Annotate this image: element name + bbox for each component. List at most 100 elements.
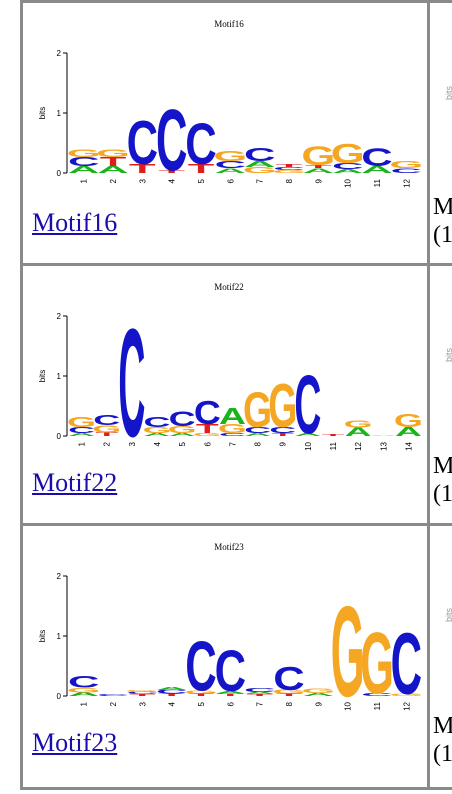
- logo-letter-T: T: [95, 431, 118, 437]
- x-tick-label: 12: [402, 701, 411, 710]
- logo-letter-A: A: [294, 432, 321, 437]
- motif-cell-2: Motif22 0 1 2 bits A C G 1 T G C 2 C 3 A G C 4 A G C 5 G T C 6 C G A 7…: [23, 266, 427, 523]
- logo-letter-G: G: [360, 613, 394, 712]
- clipped-bits-label: bits: [444, 347, 452, 362]
- table-border-left: [20, 0, 23, 790]
- y-axis-label: bits: [38, 630, 47, 642]
- truncated-line2: (1: [433, 222, 452, 248]
- logo-letter-G: G: [67, 414, 96, 431]
- x-tick-label: 5: [197, 178, 206, 183]
- logo-letter-C: C: [68, 154, 99, 168]
- x-tick-label: 6: [203, 441, 212, 446]
- logo-letter-C: C: [215, 638, 246, 704]
- x-tick-label: 9: [279, 441, 288, 446]
- logo-letter-C: C: [244, 687, 275, 693]
- x-tick-label: 10: [344, 178, 353, 187]
- logo-letter-A: A: [219, 403, 246, 429]
- logo-letter-A: A: [97, 164, 128, 175]
- logo-letter-C: C: [244, 426, 271, 435]
- logo-letter-G: G: [96, 147, 130, 159]
- logo-letter-T: T: [271, 432, 294, 437]
- logo-letter-T: T: [217, 693, 244, 697]
- logo-letter-C: C: [194, 395, 221, 432]
- logo-letter-C: C: [215, 159, 246, 170]
- logo-letter-T: T: [158, 169, 185, 174]
- x-tick-label: 3: [138, 701, 147, 706]
- logo-letter-G: G: [92, 423, 121, 434]
- logo-letter-C: C: [391, 167, 422, 174]
- y-tick-label: 0: [57, 169, 62, 178]
- table-border-top: [20, 0, 452, 3]
- x-tick-label: 4: [153, 441, 162, 446]
- x-tick-label: 9: [314, 178, 323, 183]
- logo-letter-G: G: [301, 687, 335, 694]
- logo-letter-A: A: [215, 691, 246, 695]
- logo-letter-G: G: [243, 383, 272, 439]
- truncated-text-row2: M (1: [433, 452, 452, 508]
- y-tick-label: 0: [57, 432, 62, 441]
- logo-letter-T: T: [188, 162, 215, 176]
- logo-letter-C: C: [156, 90, 187, 189]
- x-tick-label: 8: [285, 701, 294, 706]
- x-tick-label: 11: [373, 701, 382, 710]
- x-tick-label: 12: [402, 178, 411, 187]
- x-tick-label: 6: [226, 178, 235, 183]
- logo-letter-T: T: [129, 162, 156, 176]
- logo-letter-C: C: [93, 412, 120, 429]
- logo-title: Motif16: [214, 19, 244, 29]
- y-tick-label: 1: [57, 372, 62, 381]
- logo-letter-C: C: [391, 614, 422, 713]
- logo-letter-G: G: [243, 166, 277, 175]
- truncated-line2: (1: [433, 741, 452, 767]
- logo-letter-T: T: [322, 434, 345, 437]
- logo-letter-C: C: [185, 111, 216, 177]
- x-tick-label: 6: [226, 701, 235, 706]
- motif16-link[interactable]: Motif16: [32, 208, 118, 237]
- logo-letter-G: G: [331, 581, 365, 716]
- logo-letter-C: C: [68, 426, 95, 435]
- logo-letter-C: C: [156, 689, 187, 695]
- table-border-middle: [427, 0, 430, 790]
- logo-letter-C: C: [361, 143, 392, 171]
- logo-letter-T: T: [100, 154, 127, 168]
- x-tick-label: 9: [314, 701, 323, 706]
- logo-letter-T: T: [305, 164, 332, 169]
- y-tick-label: 2: [57, 312, 62, 321]
- logo-letter-A: A: [361, 164, 392, 175]
- logo-letter-C: C: [273, 661, 304, 698]
- logo-letter-T: T: [276, 163, 303, 168]
- logo-letter-C: C: [332, 161, 363, 170]
- logo-letter-T: T: [246, 694, 273, 697]
- logo-letter-G: G: [344, 418, 373, 429]
- logo-letter-G: G: [389, 693, 423, 697]
- logo-letter-G: G: [272, 689, 306, 695]
- logo-letter-A: A: [68, 164, 99, 175]
- x-tick-label: 8: [285, 178, 294, 183]
- logo-letter-T: T: [158, 693, 185, 697]
- x-tick-label: 11: [329, 441, 338, 450]
- logo-letter-A: A: [345, 425, 372, 438]
- logo-letter-G: G: [168, 424, 197, 435]
- truncated-text-row3: M (1: [433, 712, 452, 768]
- logo-letter-G: G: [142, 426, 171, 435]
- truncated-line1: M: [433, 453, 452, 479]
- logo-letter-C: C: [97, 694, 128, 697]
- x-tick-label: 13: [379, 441, 388, 450]
- x-tick-label: 7: [256, 701, 265, 706]
- logo-letter-A: A: [144, 432, 171, 437]
- logo-letter-T: T: [276, 693, 303, 697]
- logo-title: Motif23: [214, 542, 244, 552]
- motif-table: [20, 0, 452, 790]
- motif22-link[interactable]: Motif22: [32, 468, 118, 497]
- y-axis-label: bits: [38, 370, 47, 382]
- logo-letter-T: T: [188, 693, 215, 697]
- truncated-text-row1: M (1: [433, 193, 452, 249]
- truncated-line1: M: [433, 194, 452, 220]
- logo-letter-C: C: [269, 426, 296, 435]
- motif23-link[interactable]: Motif23: [32, 728, 118, 757]
- y-tick-label: 1: [57, 109, 62, 118]
- logo-letter-C: C: [127, 108, 158, 178]
- logo-letter-G: G: [193, 432, 222, 437]
- logo-letter-T: T: [196, 422, 219, 436]
